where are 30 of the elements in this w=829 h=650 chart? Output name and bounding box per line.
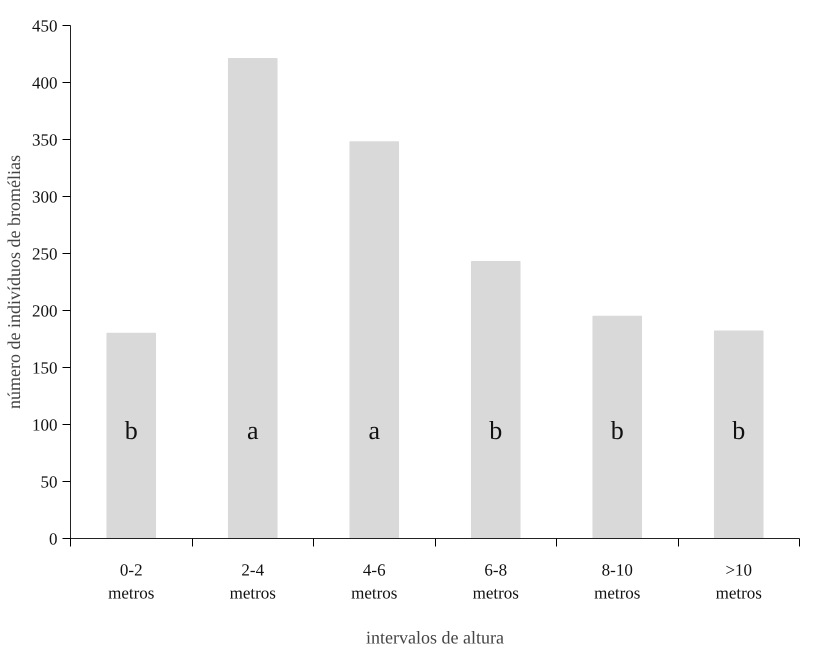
x-tick-label: 0-2 metros xyxy=(108,560,154,602)
y-tick-label: 400 xyxy=(32,74,58,92)
y-axis-title: número de indivíduos de bromélias xyxy=(4,155,24,409)
bar xyxy=(106,332,156,538)
y-tick-label: 450 xyxy=(32,16,58,36)
annotation: a xyxy=(368,416,380,445)
x-axis-title: intervalos de altura xyxy=(366,627,504,648)
annotation: b xyxy=(732,416,746,445)
x-tick-label: >10 metros xyxy=(716,560,762,602)
x-tick-label: 8-10 metros xyxy=(594,560,640,602)
y-tick-label: 150 xyxy=(32,358,58,378)
y-tick-label: 0 xyxy=(49,530,58,548)
y-tick-label: 100 xyxy=(32,416,58,434)
y-tick-label: 350 xyxy=(32,130,58,150)
y-tick-label: 300 xyxy=(32,188,58,206)
x-tick-label: 2-4 metros xyxy=(230,560,276,602)
annotation: b xyxy=(610,416,624,445)
bar xyxy=(592,316,642,538)
annotation: b xyxy=(124,416,138,445)
bar xyxy=(714,330,764,538)
bar xyxy=(349,141,400,538)
annotation: a xyxy=(246,416,259,445)
y-tick-label: 200 xyxy=(32,302,58,320)
bar xyxy=(470,260,521,538)
x-tick-label: 4-6 metros xyxy=(351,560,398,602)
y-tick-label: 50 xyxy=(40,472,58,492)
bar xyxy=(228,58,278,538)
x-tick-label: 6-8 metros xyxy=(472,560,519,602)
annotation: b xyxy=(489,416,502,445)
y-tick-label: 250 xyxy=(32,244,58,264)
